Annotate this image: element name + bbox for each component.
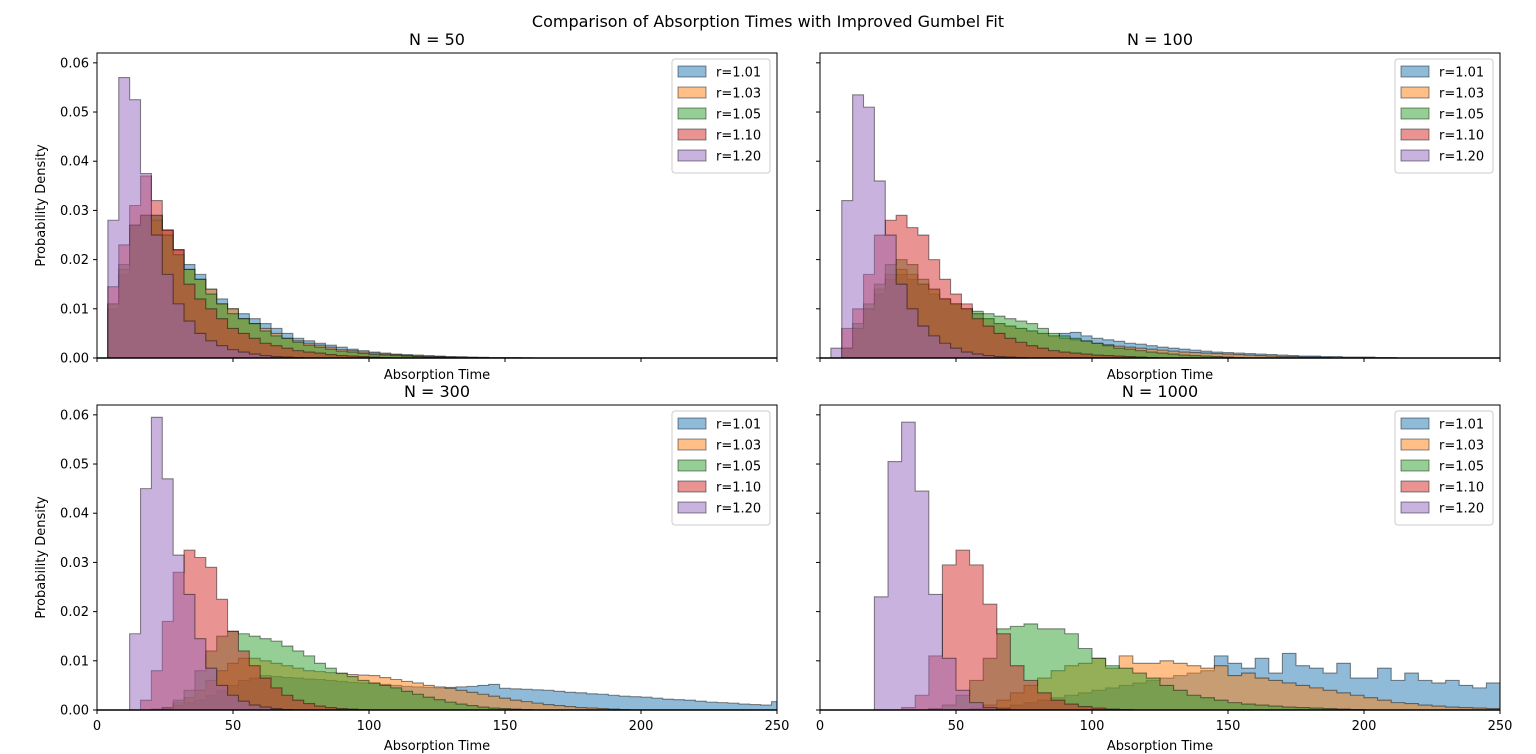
y-tick-label: 0.03 (60, 204, 89, 219)
legend-swatch-r=1.05 (677, 107, 707, 120)
legend-swatch-r=1.10 (1400, 480, 1430, 493)
x-tick-label: 200 (1352, 719, 1377, 734)
legend: r=1.01 r=1.03 r=1.05 r=1.10 r=1.20 (671, 58, 771, 174)
legend-swatch-r=1.20 (677, 149, 707, 162)
legend: r=1.01 r=1.03 r=1.05 r=1.10 r=1.20 (1394, 410, 1494, 526)
x-tick-label: 150 (1216, 719, 1241, 734)
legend-label: r=1.20 (716, 502, 761, 517)
chart-panel-4: 0 50 100 150 200 250 N = 1000 Absorption Time r=… (816, 382, 1513, 754)
legend-label: r=1.03 (1439, 439, 1484, 454)
y-tick-label: 0.03 (60, 556, 89, 571)
x-tick-label: 100 (1080, 719, 1105, 734)
x-tick-label: 50 (225, 719, 242, 734)
y-tick-label: 0.04 (60, 155, 89, 170)
panel-title: N = 300 (404, 382, 470, 401)
x-tick-label: 0 (816, 719, 824, 734)
legend-swatch-r=1.05 (1400, 459, 1430, 472)
legend-label: r=1.01 (716, 66, 761, 81)
x-axis-label: Absorption Time (384, 368, 490, 383)
legend-swatch-r=1.05 (677, 459, 707, 472)
chart-panel-3: 0 50 100 150 200 250 0.00 0.01 0.02 0.03 0.04 0.05 0… (34, 382, 789, 754)
axes-frame (96, 404, 778, 711)
legend-label: r=1.01 (1439, 418, 1484, 433)
x-tick-label: 250 (1488, 719, 1513, 734)
y-axis-label: Probability Density (34, 496, 49, 619)
histogram-series-r=1.20 (107, 77, 305, 358)
legend-label: r=1.10 (716, 481, 761, 496)
y-tick-label: 0.05 (60, 106, 89, 121)
histogram-layer (873, 421, 1500, 710)
panel-title: N = 100 (1127, 30, 1193, 49)
x-tick-label: 250 (765, 719, 790, 734)
legend-label: r=1.20 (1439, 502, 1484, 517)
legend: r=1.01 r=1.03 r=1.05 r=1.10 r=1.20 (1394, 58, 1494, 174)
y-tick-label: 0.02 (60, 605, 89, 620)
legend-swatch-r=1.10 (677, 128, 707, 141)
y-tick-label: 0.02 (60, 253, 89, 268)
legend-label: r=1.03 (1439, 87, 1484, 102)
legend-swatch-r=1.20 (1400, 501, 1430, 514)
axes-frame (819, 52, 1501, 359)
x-tick-label: 0 (93, 719, 101, 734)
histogram-layer (107, 77, 533, 358)
histogram-layer (830, 94, 1398, 358)
x-tick-label: 200 (629, 719, 654, 734)
x-tick-label: 50 (948, 719, 965, 734)
y-tick-label: 0.06 (60, 56, 89, 71)
legend-swatch-r=1.03 (677, 86, 707, 99)
legend-label: r=1.03 (716, 87, 761, 102)
x-tick-label: 100 (357, 719, 382, 734)
legend-swatch-r=1.20 (677, 501, 707, 514)
legend-swatch-r=1.01 (677, 417, 707, 430)
panel-title: N = 50 (409, 30, 465, 49)
y-tick-label: 0.04 (60, 507, 89, 522)
legend-label: r=1.05 (1439, 108, 1484, 123)
legend-swatch-r=1.03 (1400, 86, 1430, 99)
chart-panel-2: N = 100 Absorption Time r=1.01 r=1.03 r=1.05… (816, 30, 1501, 383)
y-tick-label: 0.00 (60, 704, 89, 719)
legend-label: r=1.10 (1439, 481, 1484, 496)
x-axis-label: Absorption Time (1107, 368, 1213, 383)
chart-panel-1: 0.00 0.01 0.02 0.03 0.04 0.05 0.06 N = 50 Absorp… (34, 30, 778, 383)
legend-swatch-r=1.10 (1400, 128, 1430, 141)
y-tick-label: 0.05 (60, 458, 89, 473)
legend-swatch-r=1.05 (1400, 107, 1430, 120)
legend-swatch-r=1.03 (1400, 438, 1430, 451)
histogram-series-r=1.20 (129, 416, 294, 710)
legend-swatch-r=1.20 (1400, 149, 1430, 162)
figure-title: Comparison of Absorption Times with Impr… (531, 12, 1005, 31)
histogram-layer (129, 416, 777, 710)
legend: r=1.01 r=1.03 r=1.05 r=1.10 r=1.20 (671, 410, 771, 526)
panel-title: N = 1000 (1122, 382, 1198, 401)
legend-swatch-r=1.01 (677, 65, 707, 78)
legend-swatch-r=1.10 (677, 480, 707, 493)
histogram-series-r=1.20 (830, 94, 1028, 358)
legend-swatch-r=1.03 (677, 438, 707, 451)
legend-label: r=1.05 (716, 460, 761, 475)
legend-label: r=1.01 (1439, 66, 1484, 81)
y-tick-label: 0.06 (60, 408, 89, 423)
histogram-series-r=1.20 (873, 421, 1011, 710)
y-tick-label: 0.01 (60, 654, 89, 669)
axes-frame (819, 404, 1501, 711)
legend-label: r=1.05 (716, 108, 761, 123)
legend-label: r=1.10 (716, 129, 761, 144)
x-axis-label: Absorption Time (384, 739, 490, 754)
legend-label: r=1.05 (1439, 460, 1484, 475)
y-tick-label: 0.00 (60, 352, 89, 367)
legend-label: r=1.20 (716, 150, 761, 165)
histogram-series-r=1.10 (841, 214, 1158, 358)
x-tick-label: 150 (493, 719, 518, 734)
axes-frame (96, 52, 778, 359)
y-axis-label: Probability Density (34, 144, 49, 267)
y-tick-label: 0.01 (60, 302, 89, 317)
legend-label: r=1.01 (716, 418, 761, 433)
legend-label: r=1.10 (1439, 129, 1484, 144)
legend-swatch-r=1.01 (1400, 65, 1430, 78)
legend-label: r=1.03 (716, 439, 761, 454)
legend-label: r=1.20 (1439, 150, 1484, 165)
legend-swatch-r=1.01 (1400, 417, 1430, 430)
x-axis-label: Absorption Time (1107, 739, 1213, 754)
